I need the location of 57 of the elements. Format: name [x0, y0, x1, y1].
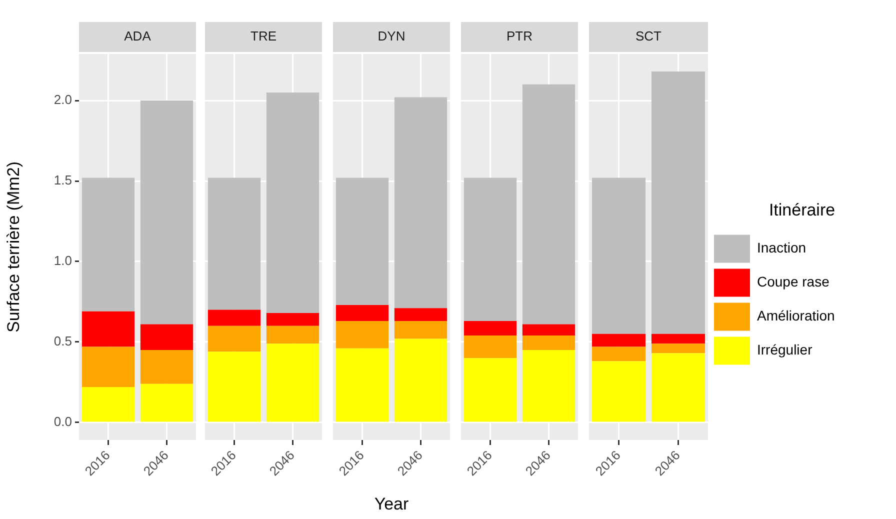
bar: [592, 346, 646, 362]
bar: [82, 311, 135, 347]
y-tick-label: 0.0: [54, 414, 72, 430]
bar: [464, 336, 517, 358]
bar: [394, 338, 448, 422]
bar: [336, 304, 389, 322]
bar: [592, 178, 646, 334]
bar: [336, 348, 389, 422]
bar: [140, 350, 194, 384]
bar: [651, 334, 706, 344]
bar: [394, 308, 448, 322]
bar: [651, 72, 706, 334]
bar: [140, 100, 194, 324]
chart-title: PTR: [506, 28, 532, 44]
bar: [394, 97, 448, 308]
bar: [208, 326, 261, 352]
chart-title: ADA: [124, 28, 152, 44]
x-axis-title: Year: [374, 494, 410, 514]
y-tick-label: 1.0: [54, 253, 72, 268]
legend-label: Coupe rase: [757, 274, 830, 290]
y-tick-label: 2.0: [54, 92, 72, 108]
y-tick-label: 1.5: [54, 172, 72, 188]
bar: [464, 321, 517, 336]
bar: [651, 353, 706, 422]
legend-title: Itinéraire: [768, 200, 836, 220]
bar: [336, 321, 389, 348]
chart-title: DYN: [378, 28, 406, 44]
bar: [592, 334, 646, 347]
bar: [208, 178, 261, 310]
bar: [140, 384, 194, 422]
bar: [266, 326, 320, 344]
bar: [266, 344, 320, 422]
bar: [522, 324, 576, 336]
bar: [82, 387, 135, 422]
legend-label: Irrégulier: [757, 342, 813, 358]
bar: [522, 350, 576, 422]
chart-title: TRE: [250, 28, 277, 44]
bar: [336, 178, 389, 305]
bar: [208, 352, 261, 422]
bar: [651, 344, 706, 354]
bar: [140, 324, 194, 350]
bar: [266, 312, 320, 326]
bar: [522, 336, 576, 350]
bar: [82, 178, 135, 312]
bar: [82, 346, 135, 388]
legend-label: Inaction: [757, 240, 806, 256]
bar: [266, 92, 320, 313]
bar: [464, 178, 517, 322]
bar: [592, 361, 646, 422]
bar: [208, 310, 261, 326]
bar: [522, 84, 576, 324]
bar: [464, 358, 517, 422]
y-axis-title: Surface terrière (Mm2): [4, 162, 23, 332]
bar: [394, 321, 448, 339]
chart-title: SCT: [636, 28, 662, 44]
y-tick-label: 0.5: [54, 334, 72, 349]
legend-label: Amélioration: [757, 308, 835, 324]
